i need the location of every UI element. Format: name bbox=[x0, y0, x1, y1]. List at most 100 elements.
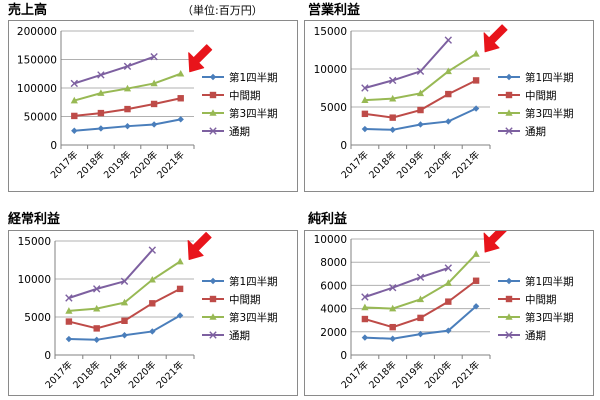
data-point bbox=[445, 327, 452, 334]
series-markers bbox=[65, 285, 184, 332]
data-point bbox=[444, 36, 452, 44]
data-point bbox=[176, 312, 184, 319]
legend-entry: 中間期 bbox=[498, 89, 557, 102]
data-point bbox=[65, 318, 73, 325]
data-point bbox=[472, 105, 480, 112]
x-tick-label: 2021年 bbox=[154, 358, 187, 391]
data-point bbox=[65, 307, 73, 314]
data-point bbox=[361, 110, 369, 118]
chart-svg-operating-income: 0 5000 10000 15000 2017年2018年2019年2020年2021年… bbox=[314, 24, 574, 181]
x-tick-label: 2021年 bbox=[155, 148, 188, 181]
x-tick-label: 2017年 bbox=[43, 358, 76, 391]
x-tick-label: 2018年 bbox=[71, 358, 104, 391]
highlight-arrow-icon bbox=[187, 232, 212, 261]
legend-label: 第3四半期 bbox=[525, 311, 574, 324]
legend-entry: 通期 bbox=[498, 126, 546, 138]
data-point bbox=[472, 77, 480, 84]
series-markers bbox=[361, 36, 452, 92]
y-tick-label: 15000 bbox=[314, 26, 347, 38]
series-markers bbox=[361, 264, 452, 301]
data-point bbox=[361, 84, 369, 92]
legend-label: 通期 bbox=[525, 330, 546, 342]
data-point bbox=[120, 277, 129, 285]
legend-entry: 第1四半期 bbox=[498, 71, 574, 84]
data-point bbox=[93, 325, 100, 332]
data-point bbox=[472, 50, 480, 57]
data-point bbox=[121, 332, 128, 339]
legend-label: 第1四半期 bbox=[525, 71, 574, 84]
y-tick-label: 5000 bbox=[24, 312, 51, 324]
data-point bbox=[123, 62, 132, 71]
legend-marker bbox=[505, 127, 513, 135]
y-tick-label: 10000 bbox=[18, 274, 51, 286]
series-markers bbox=[65, 246, 156, 302]
series-markers bbox=[71, 116, 184, 134]
y-tick-label: 10000 bbox=[314, 234, 347, 246]
data-point bbox=[97, 125, 105, 132]
data-point bbox=[93, 336, 100, 343]
data-point bbox=[389, 76, 397, 85]
data-point bbox=[124, 105, 131, 113]
chart-panel-operating-income: 0 5000 10000 15000 2017年 2018年 2019年 2020年 2021年… bbox=[304, 20, 594, 192]
data-point bbox=[445, 298, 452, 305]
legend-label: 第3四半期 bbox=[229, 311, 278, 324]
legend-label: 中間期 bbox=[525, 89, 557, 102]
chart-panel-net-income: 0 2000 4000 6000 8000 10000 2017年 2018年 2019年 202… bbox=[304, 230, 594, 396]
data-point bbox=[361, 125, 369, 133]
data-point bbox=[389, 323, 396, 331]
y-tick-label: 8000 bbox=[320, 257, 347, 269]
data-point bbox=[70, 79, 78, 88]
data-point bbox=[93, 304, 101, 312]
series-line bbox=[364, 267, 449, 298]
data-point bbox=[416, 89, 425, 97]
legend-entry: 第1四半期 bbox=[202, 275, 278, 288]
x-tick-label: 2019年 bbox=[394, 358, 427, 391]
y-tick-label: 100000 bbox=[17, 83, 57, 95]
data-point bbox=[417, 314, 424, 322]
data-point bbox=[177, 69, 185, 77]
legend-label: 第1四半期 bbox=[229, 275, 278, 288]
data-point bbox=[361, 303, 369, 311]
legend-entry: 第3四半期 bbox=[202, 311, 278, 324]
x-tick-label: 2021年 bbox=[450, 148, 483, 181]
legend-entry: 中間期 bbox=[202, 293, 261, 306]
data-point bbox=[177, 116, 184, 123]
legend-label: 第1四半期 bbox=[525, 275, 574, 288]
series-markers bbox=[361, 77, 480, 121]
legend-marker bbox=[505, 109, 513, 116]
highlight-arrow-icon bbox=[483, 231, 507, 253]
series-markers bbox=[65, 312, 184, 343]
highlight-arrow-icon bbox=[483, 24, 508, 53]
data-point bbox=[361, 315, 369, 323]
data-point bbox=[389, 114, 396, 121]
data-point bbox=[150, 121, 158, 128]
data-point bbox=[93, 285, 101, 293]
legend-marker bbox=[209, 73, 217, 81]
data-point bbox=[389, 284, 397, 292]
data-point bbox=[445, 118, 452, 125]
x-tick-label: 2020年 bbox=[128, 148, 161, 181]
y-tick-label: 200000 bbox=[17, 26, 57, 38]
series-markers bbox=[65, 257, 184, 314]
data-point bbox=[121, 317, 128, 324]
x-tick-label: 2020年 bbox=[422, 148, 455, 181]
chart-title-net-income: 純利益 bbox=[308, 212, 348, 227]
legend-marker bbox=[505, 331, 513, 339]
y-tick-label: 2000 bbox=[320, 327, 347, 339]
data-point bbox=[444, 264, 452, 272]
legend-marker bbox=[209, 277, 217, 285]
series-markers bbox=[70, 69, 185, 104]
chart-svg-ordinary-income: 0 5000 10000 15000 2017年2018年2019年2020年2021年… bbox=[18, 232, 278, 391]
legend-entry: 通期 bbox=[498, 330, 546, 342]
x-tick-label: 2020年 bbox=[126, 358, 159, 391]
legend-label: 第3四半期 bbox=[229, 107, 278, 120]
data-point bbox=[444, 279, 452, 286]
y-tick-label: 0 bbox=[44, 350, 51, 362]
data-point bbox=[97, 89, 105, 96]
data-point bbox=[71, 127, 78, 134]
legend-entry: 中間期 bbox=[498, 293, 557, 306]
data-point bbox=[120, 298, 129, 306]
y-tick-label: 4000 bbox=[320, 304, 347, 316]
data-point bbox=[65, 335, 73, 343]
data-point bbox=[150, 79, 158, 87]
